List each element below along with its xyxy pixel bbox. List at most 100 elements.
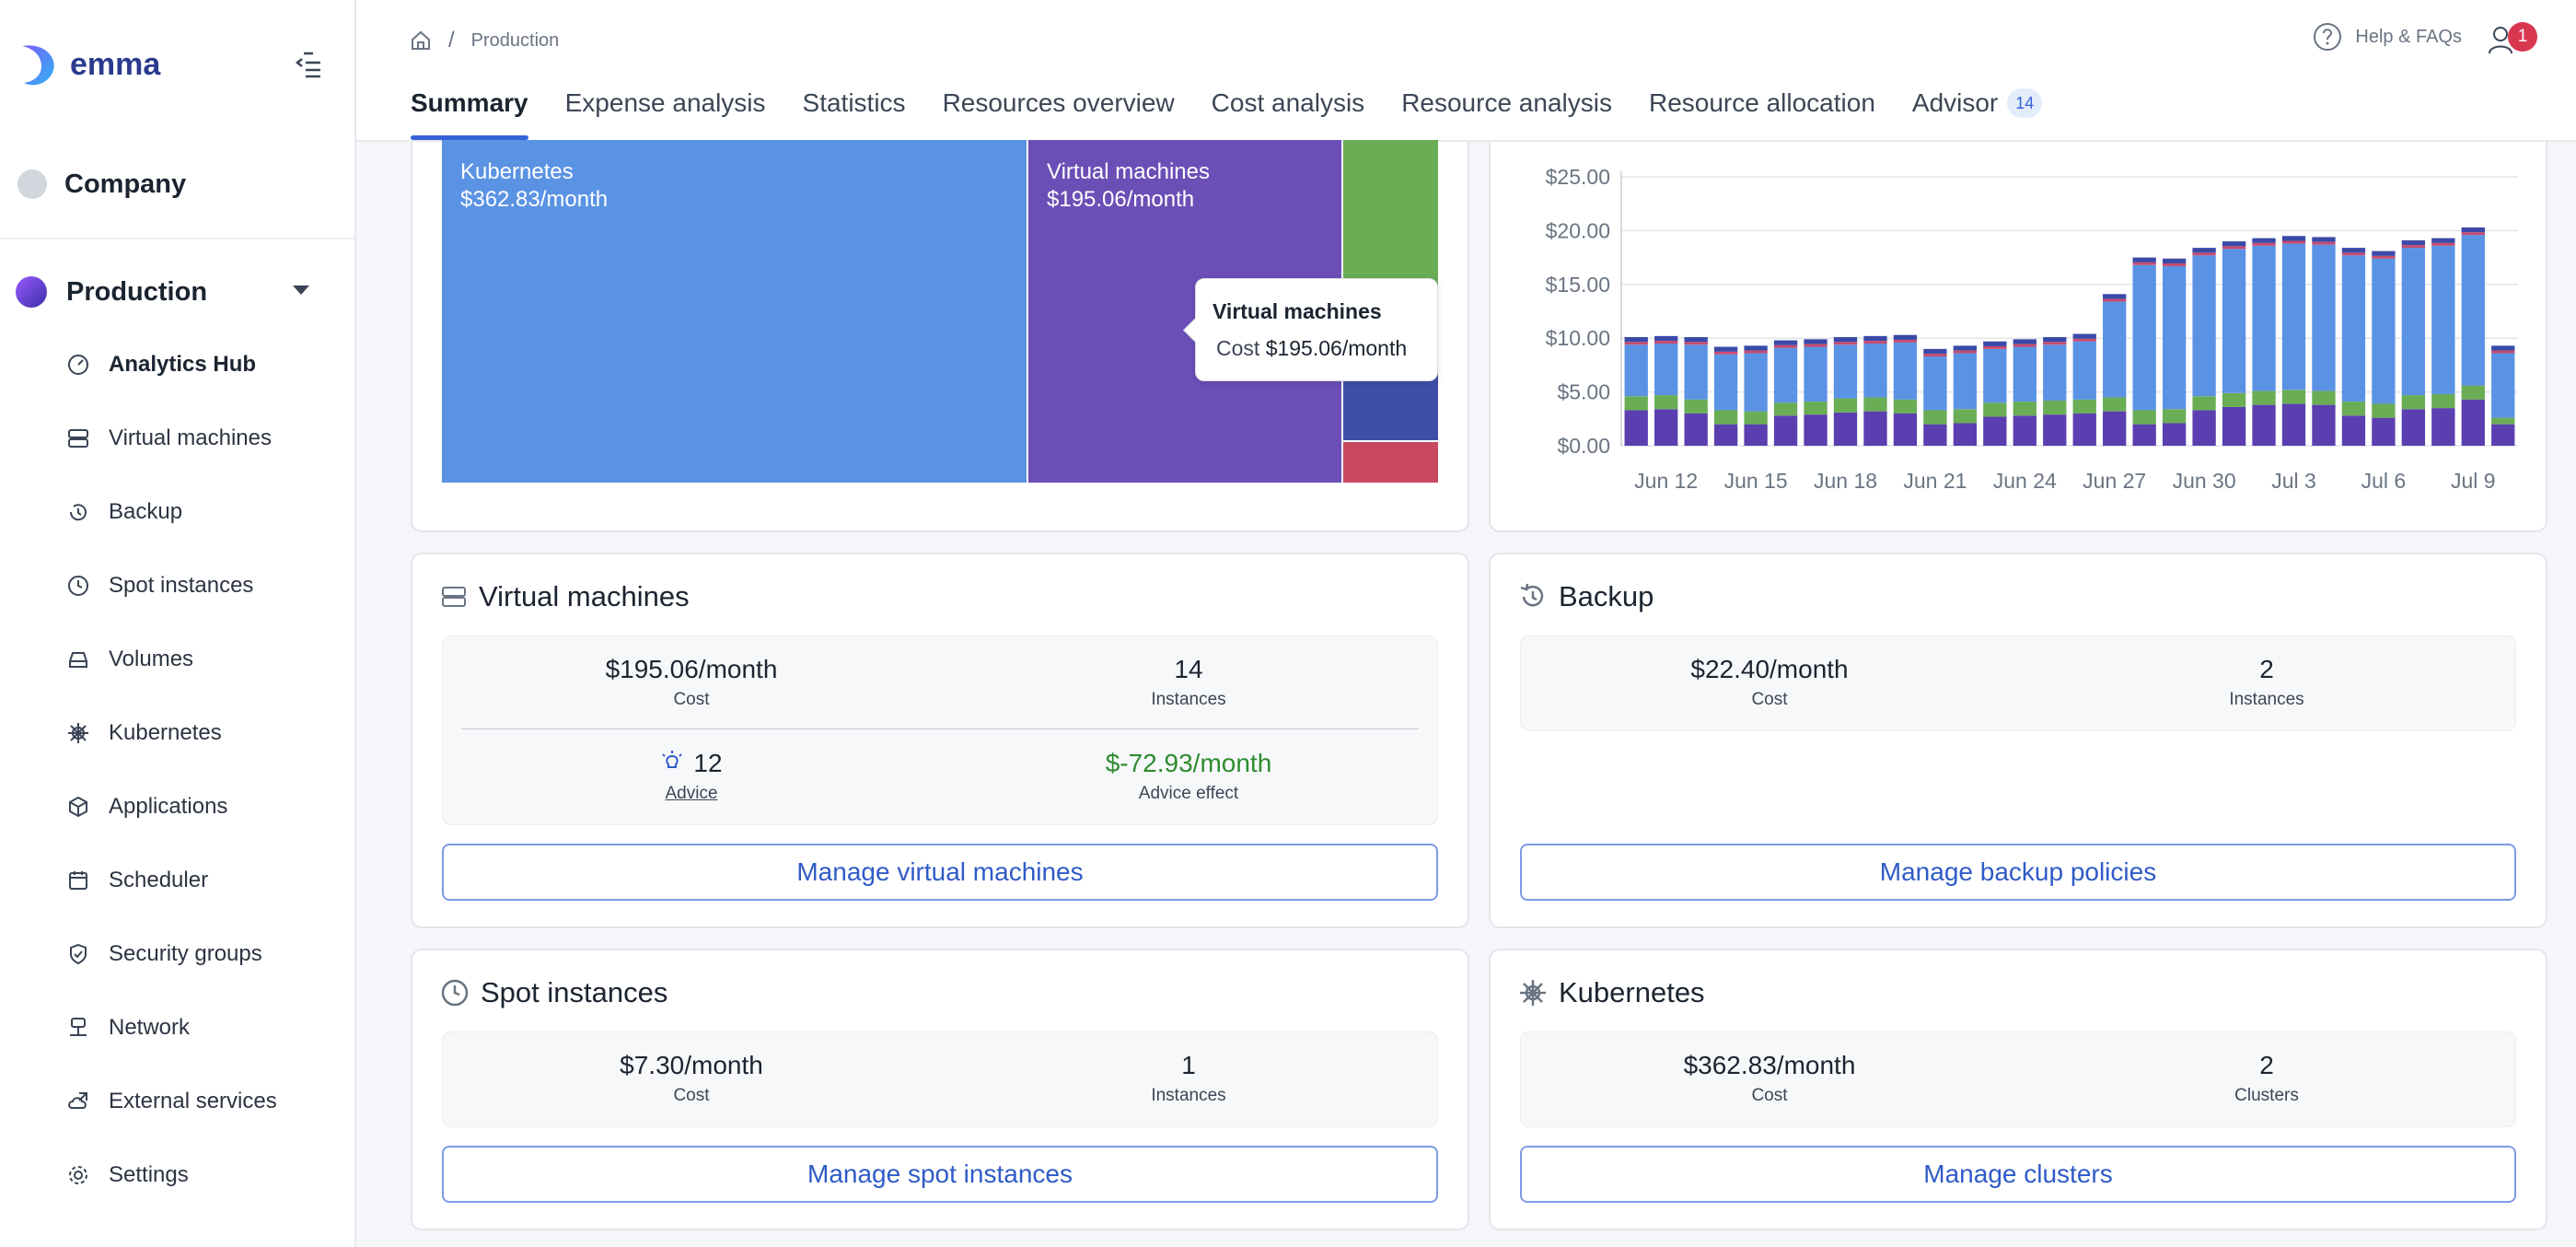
bar-segment-spot [1804, 344, 1828, 347]
bar-segment-other [1624, 337, 1648, 343]
k8s-stats: $362.83/month Cost 2 Clusters [1520, 1031, 2516, 1127]
bar-segment-kubernetes [2461, 235, 2485, 386]
bar-segment-other [2043, 337, 2067, 343]
x-tick-label: Jul 6 [2361, 469, 2407, 493]
sidebar-item-backup[interactable]: Backup [66, 494, 182, 530]
manage-backup-policies-button[interactable]: Manage backup policies [1520, 844, 2516, 901]
daily-cost-chart-card: $25.00 $20.00 $15.00 $10.00 $5.00 $0.00 Jun 12… [1489, 142, 2547, 532]
bar-segment-kubernetes [2252, 245, 2276, 391]
bar-segment-kubernetes [1773, 347, 1798, 403]
spot-instances-label: Instances [1151, 1086, 1226, 1105]
bar-segment-compute [2072, 413, 2096, 446]
bar-segment-compute [1804, 414, 1828, 446]
sidebar-item-kubernetes[interactable]: Kubernetes [66, 715, 222, 752]
bar-segment-spot [1923, 354, 1947, 357]
treemap-tooltip: Virtual machines Cost $195.06/month [1183, 278, 1438, 381]
server-icon [68, 429, 88, 448]
vm-stats: $195.06/month Cost 14 Instances 12 Advic… [442, 635, 1438, 825]
bar-segment-spot [2162, 263, 2187, 266]
k8s-clusters-value: 2 [2259, 1051, 2274, 1079]
help-link[interactable]: Help & FAQs [2313, 22, 2462, 52]
backup-card: Backup $22.40/month Cost 2 Instances Man… [1489, 553, 2547, 928]
bar-segment-storage [2372, 403, 2396, 418]
tab-resources-overview[interactable]: Resources overview [942, 88, 1175, 117]
bar-segment-storage [2491, 417, 2515, 425]
bar-segment-other [2341, 248, 2366, 253]
x-tick-label: Jul 3 [2271, 469, 2316, 493]
backup-cost-stat: $22.40/month Cost [1521, 655, 2018, 710]
spot-instances-card: Spot instances $7.30/month Cost 1 Instan… [411, 949, 1469, 1230]
clock-icon [441, 979, 469, 1007]
sidebar-item-external-services[interactable]: External services [66, 1083, 277, 1120]
bar-segment-spot [2341, 252, 2366, 256]
manage-virtual-machines-button[interactable]: Manage virtual machines [442, 844, 1438, 901]
bar-segment-other [2312, 237, 2336, 242]
sidebar-item-settings[interactable]: Settings [66, 1157, 189, 1194]
bar-segment-compute [2132, 424, 2156, 446]
bar-segment-storage [1744, 411, 1768, 425]
bar-segment-other [1684, 337, 1708, 343]
k8s-clusters-stat: 2 Clusters [2018, 1051, 2515, 1106]
bar-segment-other [1744, 345, 1768, 351]
brand[interactable]: emma [17, 37, 160, 92]
bar-segment-storage [2431, 393, 2455, 409]
tab-expense-analysis[interactable]: Expense analysis [564, 88, 766, 117]
bar-segment-spot [1684, 342, 1708, 345]
vm-advice-stat: 12 Advice [443, 749, 940, 804]
sidebar-item-label: Network [109, 1015, 191, 1040]
sidebar-item-analytics-hub[interactable]: Analytics Hub [66, 346, 256, 383]
sidebar-item-network[interactable]: Network [66, 1009, 190, 1046]
bar-segment-storage [1953, 409, 1978, 424]
treemap-spot-instances[interactable] [1343, 442, 1438, 483]
tab-resource-allocation[interactable]: Resource allocation [1648, 88, 1875, 117]
bar-segment-other [1863, 335, 1887, 342]
user-menu[interactable]: 1 [2488, 20, 2539, 57]
home-icon[interactable] [410, 29, 432, 52]
tab-resource-analysis[interactable]: Resource analysis [1401, 88, 1612, 117]
company-label: Company [64, 169, 187, 199]
bar-segment-compute [1654, 409, 1678, 446]
company-selector[interactable]: Company [17, 162, 186, 206]
bar-segment-compute [1624, 410, 1648, 446]
bar-segment-storage [2103, 397, 2127, 412]
bar-segment-other [2162, 258, 2187, 264]
spot-stats: $7.30/month Cost 1 Instances [442, 1031, 1438, 1127]
chevron-down-icon[interactable] [293, 286, 309, 295]
sidebar-item-volumes[interactable]: Volumes [66, 641, 193, 678]
sidebar-item-spot-instances[interactable]: Spot instances [66, 567, 253, 604]
bar-segment-compute [2491, 424, 2515, 446]
manage-clusters-button[interactable]: Manage clusters [1520, 1146, 2516, 1203]
bar-segment-kubernetes [1684, 344, 1708, 400]
bar-segment-storage [1863, 397, 1887, 412]
collapse-sidebar-icon[interactable] [293, 44, 330, 81]
sidebar-item-label: Kubernetes [109, 720, 222, 745]
sidebar-item-virtual-machines[interactable]: Virtual machines [66, 420, 272, 457]
tab-summary[interactable]: Summary [411, 88, 528, 140]
advisor-count-badge: 14 [2007, 88, 2043, 118]
sidebar-item-scheduler[interactable]: Scheduler [66, 862, 208, 899]
manage-spot-instances-button[interactable]: Manage spot instances [442, 1146, 1438, 1203]
y-tick-label: $0.00 [1557, 434, 1610, 458]
vm-instances-label: Instances [1151, 690, 1226, 709]
sidebar-item-security-groups[interactable]: Security groups [66, 936, 262, 973]
spot-cost-stat: $7.30/month Cost [443, 1051, 940, 1106]
spot-card-title: Spot instances [440, 976, 667, 1009]
tab-cost-analysis[interactable]: Cost analysis [1211, 88, 1365, 117]
advice-link[interactable]: Advice [665, 784, 718, 803]
virtual-machines-card: Virtual machines $195.06/month Cost 14 I… [411, 553, 1469, 928]
bar-segment-compute [1893, 413, 1918, 446]
bar-segment-kubernetes [2372, 258, 2396, 404]
treemap-kubernetes[interactable]: Kubernetes $362.83/month [442, 140, 1027, 483]
y-tick-label: $5.00 [1557, 380, 1610, 404]
bar-segment-compute [2162, 423, 2187, 446]
bar-segment-storage [2132, 410, 2156, 425]
bar-segment-spot [2252, 242, 2276, 246]
tab-statistics[interactable]: Statistics [802, 88, 906, 117]
project-selector[interactable]: Production [15, 269, 309, 315]
sidebar-item-applications[interactable]: Applications [66, 788, 227, 825]
kubernetes-card: Kubernetes $362.83/month Cost 2 Clusters… [1489, 949, 2547, 1230]
tab-advisor[interactable]: Advisor 14 [1912, 88, 2043, 140]
bar-segment-other [2372, 251, 2396, 256]
bar-segment-compute [1744, 424, 1768, 446]
bar-segment-storage [1893, 399, 1918, 414]
